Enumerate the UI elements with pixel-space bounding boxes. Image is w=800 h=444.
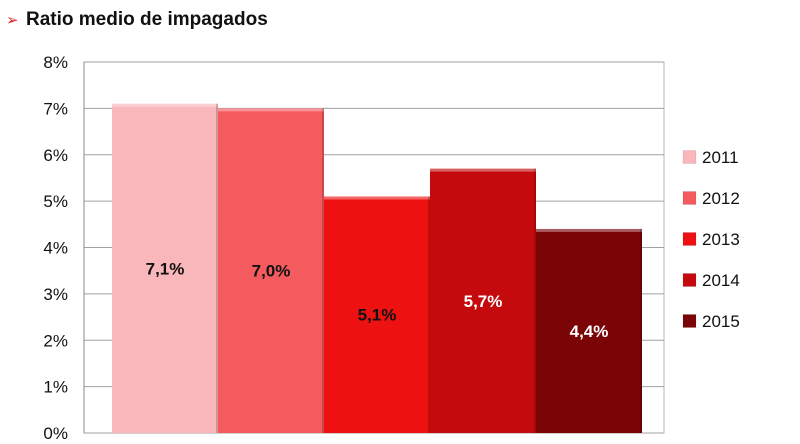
y-tick-label: 1% <box>43 378 68 397</box>
arrow-bullet-icon: ➢ <box>6 12 19 29</box>
y-tick-label: 7% <box>43 99 68 118</box>
legend-label-2015: 2015 <box>702 312 740 331</box>
bars <box>112 103 642 434</box>
bar-highlight <box>218 108 324 112</box>
legend-label-2012: 2012 <box>702 189 740 208</box>
bar-shade <box>428 196 430 433</box>
bar-2012 <box>218 108 324 433</box>
legend: 2011 2012 2013 2014 2015 <box>682 148 740 331</box>
data-label-2013: 5,1% <box>358 306 397 325</box>
data-label-2015: 4,4% <box>570 322 609 341</box>
legend-swatch-2011 <box>682 150 697 164</box>
y-tick-label: 6% <box>43 146 68 165</box>
bar-2013 <box>324 196 430 433</box>
bar-shade <box>216 103 218 434</box>
chart-title: Ratio medio de impagados <box>26 9 268 30</box>
bar-highlight <box>112 103 218 107</box>
y-tick-label: 2% <box>43 331 68 350</box>
legend-swatch-2014 <box>682 273 697 287</box>
bar-2015 <box>536 228 642 433</box>
y-tick-label: 0% <box>43 424 68 443</box>
bar-highlight <box>430 168 536 172</box>
chart-title-row: ➢ Ratio medio de impagados <box>6 6 268 34</box>
legend-label-2014: 2014 <box>702 271 740 290</box>
bar-shade <box>534 168 536 433</box>
data-label-2011: 7,1% <box>146 259 185 278</box>
bar-highlight <box>536 228 642 232</box>
legend-swatch-2012 <box>682 191 697 205</box>
legend-label-2013: 2013 <box>702 230 740 249</box>
bar-shade <box>322 108 324 433</box>
data-label-2014: 5,7% <box>464 292 503 311</box>
bar-shade <box>640 228 642 433</box>
bar-2011 <box>112 103 218 434</box>
y-tick-label: 5% <box>43 192 68 211</box>
bar-highlight <box>324 196 430 200</box>
legend-swatch-2013 <box>682 232 697 246</box>
y-tick-label: 8% <box>43 53 68 72</box>
y-tick-label: 3% <box>43 285 68 304</box>
y-tick-label: 4% <box>43 239 68 258</box>
legend-label-2011: 2011 <box>702 148 739 167</box>
y-axis: 0% 1% 2% 3% 4% 5% 6% 7% 8% <box>43 53 85 443</box>
legend-swatch-2015 <box>682 314 697 328</box>
data-labels: 7,1% 7,0% 5,1% 5,7% 4,4% <box>146 259 609 341</box>
bar-2014 <box>430 168 536 433</box>
data-label-2012: 7,0% <box>252 262 291 281</box>
